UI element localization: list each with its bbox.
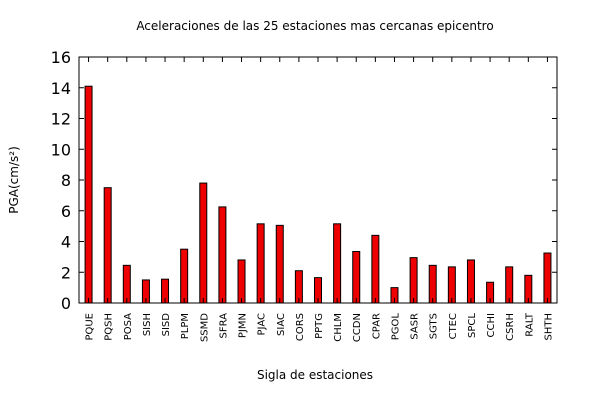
bar-spcl — [466, 259, 475, 304]
y-tick-label: 14 — [51, 79, 71, 98]
x-tick-label: PPTG — [314, 313, 325, 339]
bar-pjac — [256, 223, 265, 304]
bar-plpm — [180, 248, 189, 304]
x-tick-label: CCHI — [486, 313, 497, 337]
bar-siac — [275, 224, 284, 304]
x-tick-label: PLPM — [180, 313, 191, 339]
x-tick-label: CHLM — [333, 313, 344, 342]
y-tick-label: 16 — [51, 48, 71, 67]
bar-ctec — [447, 266, 456, 304]
bar-sfra — [218, 206, 227, 304]
chart-title: Aceleraciones de las 25 estaciones mas c… — [136, 19, 493, 33]
x-tick-label: CPAR — [371, 313, 382, 339]
bar-chlm — [333, 223, 342, 304]
bar-pque — [84, 85, 93, 304]
x-tick-label: CORS — [295, 313, 306, 341]
x-tick-label: PQUE — [85, 313, 96, 341]
y-tick-label: 2 — [61, 263, 71, 282]
y-axis-label: PGA(cm/s²) — [7, 146, 21, 214]
x-axis-label: Sigla de estaciones — [257, 368, 373, 382]
bar-ssmd — [199, 182, 208, 304]
y-tick-label: 6 — [61, 202, 71, 221]
bar-sgts — [428, 264, 437, 304]
x-tick-label: SSMD — [199, 313, 210, 342]
x-tick-label: SPCL — [467, 313, 478, 338]
ticks-layer: 0 2 4 6 8 10 12 14 16 PQUE PQSH POSA SISH SISD PLPM SSM… — [51, 48, 557, 342]
plot-frame — [78, 56, 558, 304]
y-tick-label: 10 — [51, 140, 71, 159]
x-tick-label: PGOL — [390, 313, 401, 341]
bar-csrh — [505, 266, 514, 304]
bar-shth — [543, 252, 552, 304]
bar-pqsh — [103, 187, 112, 304]
bar-sasr — [409, 257, 418, 304]
x-tick-label: SFRA — [218, 313, 229, 339]
x-tick-label: PJMN — [238, 313, 249, 338]
bars-layer — [84, 85, 552, 304]
y-tick-label: 0 — [61, 294, 71, 313]
x-tick-label: SIAC — [276, 313, 287, 336]
x-tick-label: CTEC — [448, 313, 459, 339]
y-tick-label: 8 — [61, 171, 71, 190]
x-tick-label: POSA — [123, 313, 134, 340]
x-tick-label: SGTS — [429, 313, 440, 339]
bar-posa — [122, 264, 131, 304]
x-tick-label: CSRH — [505, 313, 516, 341]
y-tick-label: 4 — [61, 233, 71, 252]
x-tick-label: SASR — [410, 313, 421, 340]
x-tick-label: SHTH — [543, 313, 554, 341]
bar-cpar — [371, 234, 380, 304]
x-tick-label: PQSH — [104, 313, 115, 341]
y-tick-label: 12 — [51, 110, 71, 129]
x-tick-label: RALT — [524, 312, 535, 337]
bar-ccdn — [352, 250, 361, 304]
x-tick-label: PJAC — [257, 313, 268, 335]
x-tick-label: SISD — [161, 313, 172, 337]
bar-pjmn — [237, 259, 246, 304]
x-tick-label: SISH — [142, 313, 153, 336]
x-tick-label: CCDN — [352, 313, 363, 342]
